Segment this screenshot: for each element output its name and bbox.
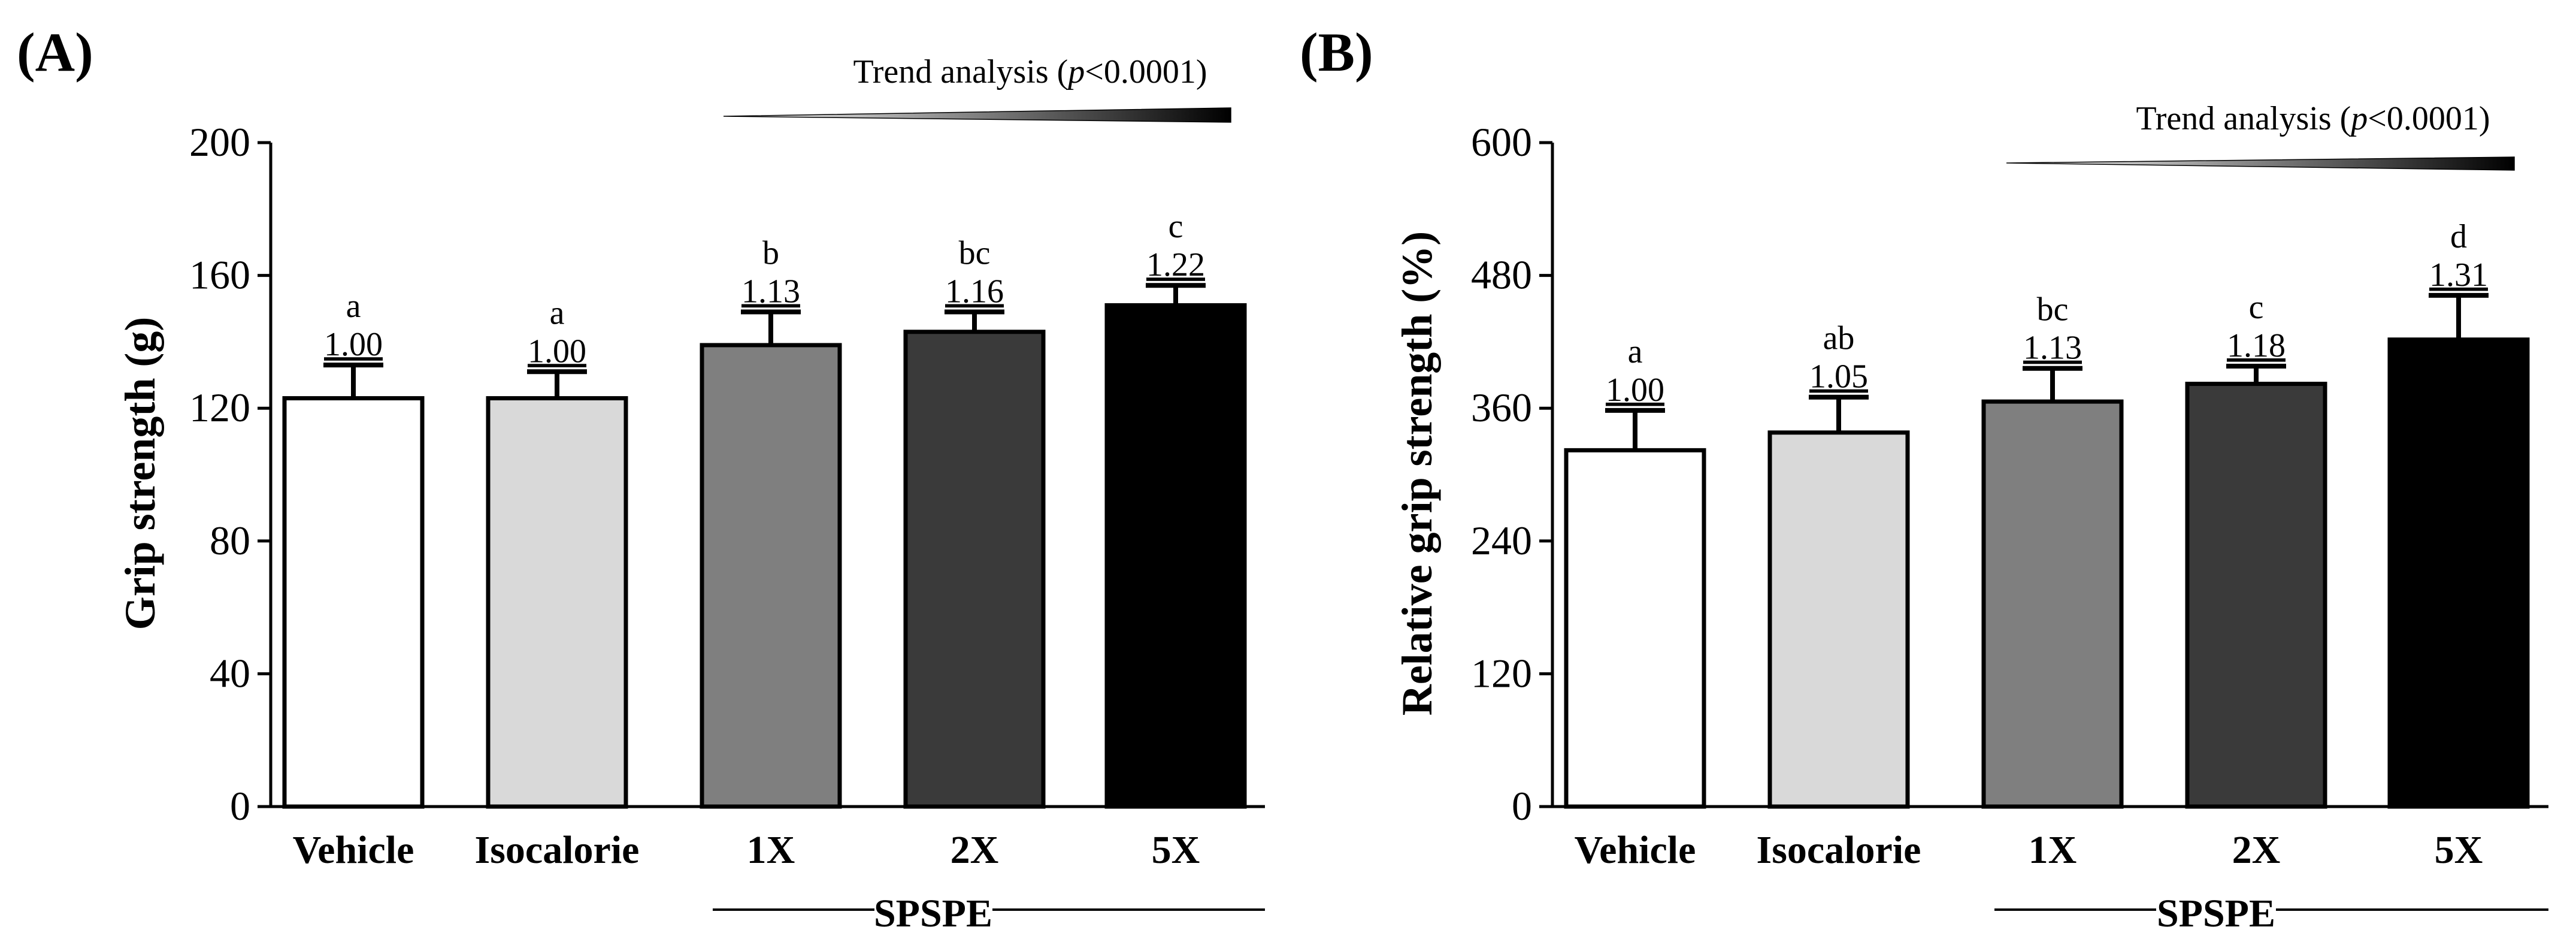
y-tick-label: 480 [1471, 252, 1532, 298]
bar [903, 330, 1046, 809]
x-tick-label: 2X [2232, 828, 2281, 872]
x-tick-label: Vehicle [1575, 828, 1696, 872]
group-label: SPSPE [2157, 892, 2275, 935]
significance-letter: bc [2037, 291, 2069, 328]
bar [1767, 430, 1910, 809]
x-tick-label: Isocalorie [475, 828, 640, 872]
y-tick-label: 40 [210, 650, 250, 696]
significance-letter: b [762, 235, 779, 272]
x-tick-label: Vehicle [293, 828, 414, 872]
y-tick-label: 240 [1471, 518, 1532, 563]
ratio-label: 1.05 [1809, 358, 1868, 395]
panel-b: (B) Trend analysis (p<0.0001) Relative g… [1300, 22, 2548, 935]
bar [2185, 382, 2327, 809]
ratio-label: 1.16 [945, 273, 1004, 310]
y-axis-label: Relative grip strength (%) [1393, 231, 1441, 716]
y-tick-label: 600 [1471, 119, 1532, 165]
bar [1981, 399, 2124, 809]
group-label: SPSPE [874, 892, 992, 935]
trend-label: Trend analysis (p<0.0001) [853, 53, 1207, 90]
trend-label: Trend analysis (p<0.0001) [2136, 100, 2490, 137]
significance-letter: d [2450, 218, 2467, 255]
plot-area: 040801201602001.00aVehicle1.00aIsocalori… [189, 119, 1265, 872]
bar [700, 343, 842, 809]
y-tick-label: 0 [1512, 783, 1532, 829]
panel-label: (B) [1300, 22, 1373, 83]
significance-letter: a [550, 294, 565, 331]
significance-letter: a [346, 288, 361, 325]
ratio-label: 1.00 [324, 326, 383, 363]
significance-letter: c [1169, 208, 1183, 245]
y-tick-label: 120 [189, 385, 250, 430]
trend-wedge [2006, 156, 2515, 171]
y-tick-label: 0 [230, 783, 250, 829]
y-tick-label: 200 [189, 119, 250, 165]
panel-label: (A) [17, 22, 93, 83]
ratio-label: 1.22 [1146, 246, 1205, 283]
significance-letter: a [1628, 333, 1643, 370]
trend-wedge [723, 107, 1231, 123]
bar [486, 396, 628, 809]
x-tick-label: 5X [2435, 828, 2483, 872]
x-tick-label: 2X [951, 828, 999, 872]
x-tick-label: 5X [1152, 828, 1200, 872]
significance-letter: c [2249, 289, 2264, 326]
ratio-label: 1.18 [2227, 327, 2286, 364]
x-tick-label: Isocalorie [1757, 828, 1921, 872]
ratio-label: 1.00 [528, 333, 586, 370]
significance-letter: bc [959, 235, 991, 272]
y-axis-label: Grip strength (g) [116, 317, 164, 630]
y-tick-label: 80 [210, 518, 250, 563]
x-tick-label: 1X [2029, 828, 2077, 872]
significance-letter: ab [1823, 320, 1855, 357]
bar [1564, 448, 1706, 809]
ratio-label: 1.00 [1606, 372, 1664, 409]
bar [2387, 337, 2530, 809]
panel-a: (A) Trend analysis (p<0.0001) Grip stren… [17, 22, 1265, 935]
y-tick-label: 120 [1471, 650, 1532, 696]
bar [1104, 303, 1247, 809]
ratio-label: 1.31 [2429, 256, 2488, 294]
ratio-label: 1.13 [2023, 330, 2082, 367]
x-tick-label: 1X [747, 828, 795, 872]
bar [282, 396, 425, 809]
y-tick-label: 360 [1471, 385, 1532, 430]
ratio-label: 1.13 [741, 273, 800, 310]
y-tick-label: 160 [189, 252, 250, 298]
